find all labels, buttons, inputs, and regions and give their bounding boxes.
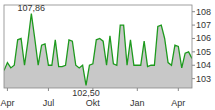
x-tick — [48, 88, 49, 91]
y-tick-label: 104 — [196, 60, 211, 70]
y-tick-label: 105 — [196, 47, 211, 57]
annotation: 102,50 — [72, 88, 100, 98]
y-tick-label: 108 — [196, 7, 211, 17]
line — [4, 14, 192, 86]
x-tick-label: Jul — [43, 98, 55, 108]
frame — [4, 5, 192, 88]
y-tick-label: 103 — [196, 74, 211, 84]
x-tick — [7, 88, 8, 91]
y-tick-label: 106 — [196, 33, 211, 43]
x-tick — [178, 88, 179, 91]
y-tick — [192, 38, 195, 39]
annotation: 107,86 — [18, 3, 46, 13]
plot — [4, 14, 192, 88]
chart: 103 104 105 106 107 108 Apr Jul Okt Jan Apr 107,86 1… — [0, 0, 215, 110]
y-tick — [192, 65, 195, 66]
x-tick-label: Okt — [86, 98, 101, 108]
x-tick — [137, 88, 138, 91]
y-tick-label: 107 — [196, 20, 211, 30]
y-tick — [192, 51, 195, 52]
y-tick — [192, 11, 195, 12]
x-tick-label: Apr — [0, 98, 14, 108]
x-tick-label: Apr — [171, 98, 185, 108]
y-tick — [192, 25, 195, 26]
y-tick — [192, 78, 195, 79]
area — [4, 14, 192, 88]
x-tick-label: Jan — [130, 98, 145, 108]
